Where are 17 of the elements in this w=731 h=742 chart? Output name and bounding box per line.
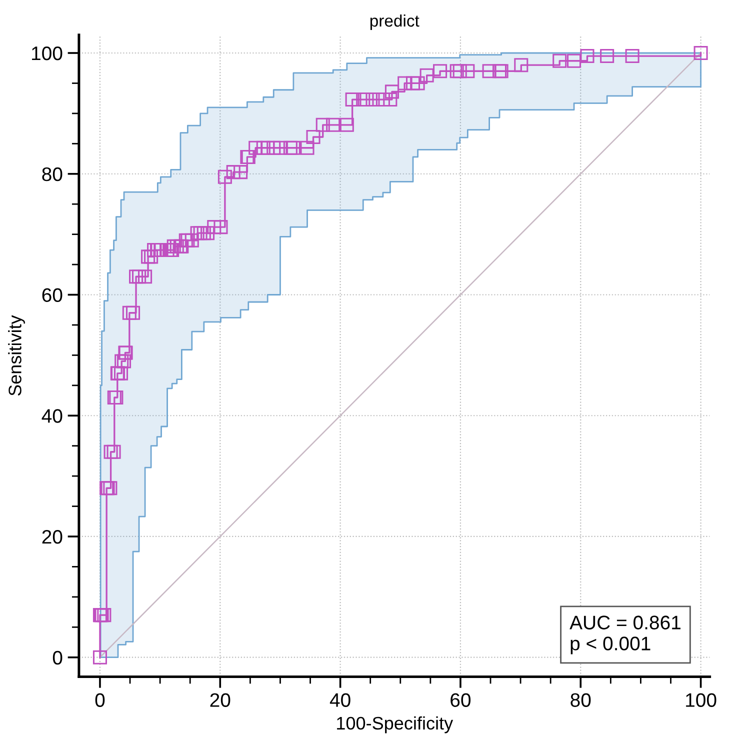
y-axis-title: Sensitivity <box>8 315 25 396</box>
chart-title: predict <box>370 14 420 30</box>
y-tick-label: 0 <box>52 650 62 665</box>
y-tick-label: 40 <box>42 409 62 423</box>
y-tick-label: 80 <box>42 167 62 182</box>
x-tick-label: 40 <box>330 693 350 707</box>
x-tick-label: 60 <box>450 693 471 707</box>
x-tick-label: 20 <box>210 693 230 707</box>
y-tick-label: 100 <box>32 46 62 60</box>
x-tick-label: 100 <box>686 693 716 707</box>
annotation: AUC = 0.861 <box>570 616 680 630</box>
annotation: p < 0.001 <box>570 636 650 654</box>
x-axis-title: 100-Specificity <box>337 716 454 734</box>
y-tick-label: 60 <box>42 288 62 302</box>
x-tick-label: 0 <box>95 693 105 707</box>
x-tick-label: 80 <box>570 693 591 707</box>
y-tick-label: 20 <box>42 530 62 544</box>
